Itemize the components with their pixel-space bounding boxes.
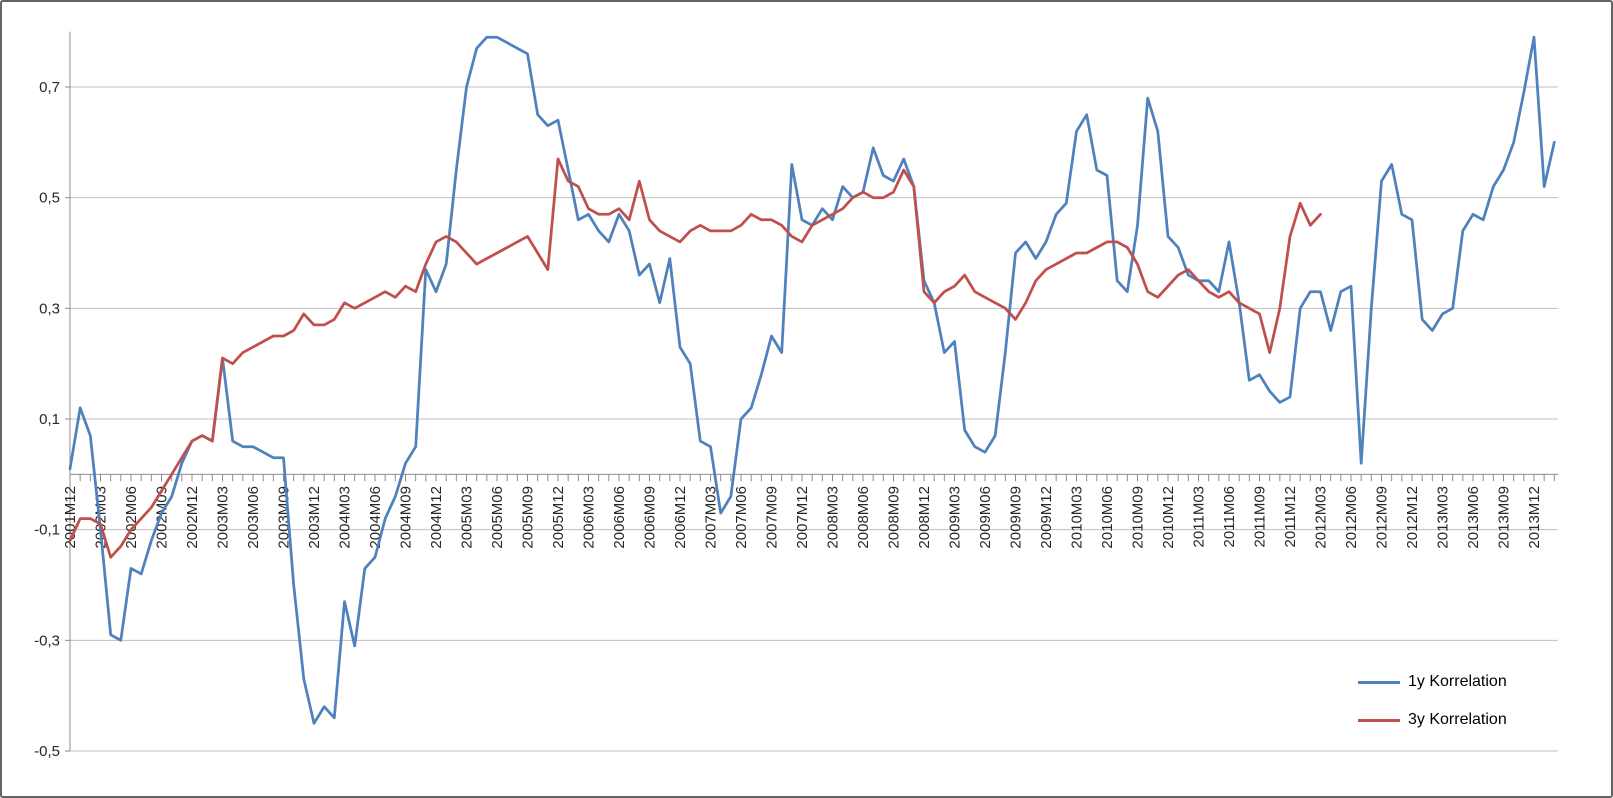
y-axis-label: 0,1 (39, 411, 60, 428)
x-axis-label: 2008M03 (825, 486, 842, 549)
x-axis-label: 2012M06 (1343, 486, 1360, 549)
legend-item-1y-korrelation: 1y Korrelation (1358, 663, 1507, 701)
x-axis-label: 2011M06 (1221, 486, 1238, 547)
x-axis-label: 2005M09 (520, 486, 537, 549)
legend-line-sample-3y (1358, 718, 1400, 722)
x-axis-label: 2002M09 (154, 486, 171, 549)
x-axis-label: 2004M03 (337, 486, 354, 549)
x-axis-label: 2012M09 (1374, 486, 1391, 549)
x-axis-label: 2007M09 (764, 486, 781, 549)
x-axis-label: 2006M06 (611, 486, 628, 549)
x-axis-label: 2003M12 (306, 486, 323, 549)
x-axis-label: 2013M03 (1435, 486, 1452, 549)
x-axis-label: 2006M03 (581, 486, 598, 549)
x-axis-label: 2004M09 (398, 486, 415, 549)
x-axis-label: 2004M12 (428, 486, 445, 549)
x-axis-label: 2003M03 (215, 486, 232, 549)
x-axis-label: 2011M12 (1282, 486, 1299, 547)
x-axis-label: 2009M09 (1008, 486, 1025, 549)
x-axis-label: 2008M06 (855, 486, 872, 549)
x-axis-label: 2002M06 (123, 486, 140, 549)
x-axis-label: 2003M06 (245, 486, 262, 549)
x-axis-label: 2005M12 (550, 486, 567, 549)
y-axis-label: 0,7 (39, 79, 60, 96)
x-axis-label: 2008M09 (886, 486, 903, 549)
x-axis-label: 2002M12 (184, 486, 201, 549)
y-axis-label: -0,1 (34, 522, 60, 539)
x-axis-label: 2010M06 (1099, 486, 1116, 549)
x-axis-label: 2009M12 (1038, 486, 1055, 549)
series-line-1y-korrelation (68, 35, 1556, 725)
x-axis-label: 2007M12 (794, 486, 811, 549)
y-axis-label: -0,5 (34, 743, 60, 760)
x-axis-label: 2004M06 (367, 486, 384, 549)
x-axis-label: 2005M06 (489, 486, 506, 549)
x-axis-label: 2010M03 (1069, 486, 1086, 549)
x-axis-label: 2007M03 (703, 486, 720, 549)
x-axis-label: 2007M06 (733, 486, 750, 549)
x-axis-label: 2006M12 (672, 486, 689, 549)
chart-legend: 1y Korrelation 3y Korrelation (1358, 663, 1507, 739)
y-axis-label: 0,3 (39, 300, 60, 317)
x-axis-label: 2009M06 (977, 486, 994, 549)
x-axis-label: 2013M06 (1465, 486, 1482, 549)
x-axis-label: 2013M09 (1496, 486, 1513, 549)
x-axis-label: 2009M03 (947, 486, 964, 549)
legend-label-1y: 1y Korrelation (1408, 673, 1507, 690)
x-axis-label: 2012M03 (1313, 486, 1330, 549)
legend-item-3y-korrelation: 3y Korrelation (1358, 701, 1507, 739)
x-axis-label: 2008M12 (916, 486, 933, 549)
series-line-3y-korrelation (68, 157, 1322, 559)
legend-label-3y: 3y Korrelation (1408, 711, 1507, 728)
x-axis-label: 2012M12 (1404, 486, 1421, 549)
x-axis-label: 2006M09 (642, 486, 659, 549)
x-axis-label: 2010M12 (1160, 486, 1177, 549)
legend-line-sample-1y (1358, 680, 1400, 684)
x-axis-label: 2013M12 (1526, 486, 1543, 549)
x-axis-label: 2011M03 (1191, 486, 1208, 547)
y-axis-label: 0,5 (39, 190, 60, 207)
x-axis-label: 2005M03 (459, 486, 476, 549)
x-axis-label: 2010M09 (1130, 486, 1147, 549)
x-axis-label: 2011M09 (1252, 486, 1269, 547)
y-axis-label: -0,3 (34, 632, 60, 649)
